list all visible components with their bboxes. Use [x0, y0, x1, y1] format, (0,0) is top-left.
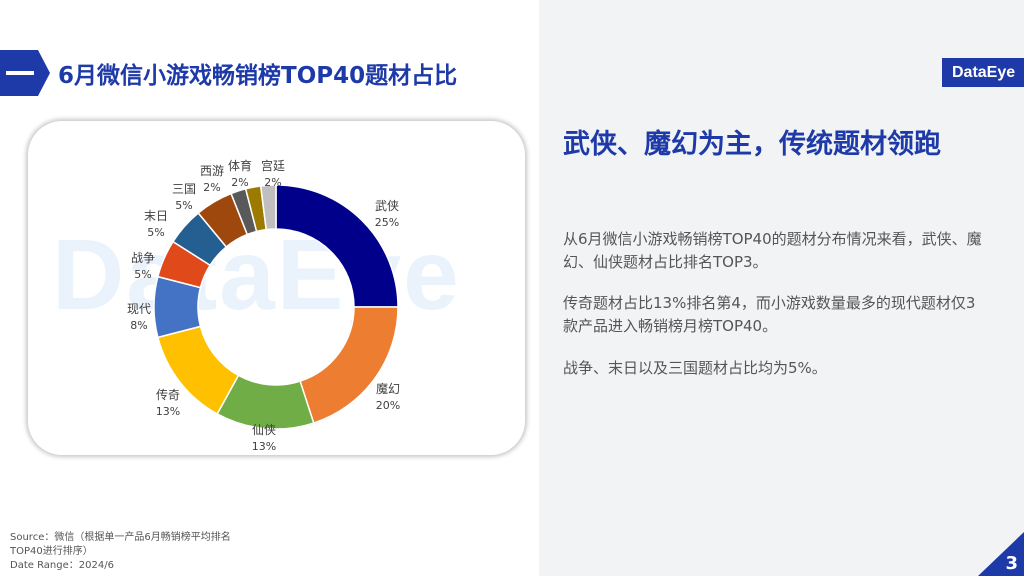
- summary-heading: 武侠、魔幻为主，传统题材领跑: [563, 129, 941, 160]
- slice-value-label-6: 5%: [134, 268, 151, 281]
- summary-paragraph-1: 从6月微信小游戏畅销榜TOP40的题材分布情况来看，武侠、魔幻、仙侠题材占比排名…: [563, 230, 982, 271]
- date-range: Date Range：2024/6: [10, 560, 114, 571]
- summary-panel-background: [539, 0, 1024, 576]
- slice-category-label-5: 现代: [127, 302, 151, 316]
- page-title: 6月微信小游戏畅销榜TOP40题材占比: [58, 63, 458, 89]
- slice-category-label-9: 西游: [200, 164, 224, 178]
- title-marker: [0, 50, 50, 96]
- dataeye-logo: DataEye: [942, 58, 1024, 87]
- slice-category-label-4: 传奇: [156, 387, 180, 402]
- source-note: Source：微信（根据单一产品6月畅销榜平均排名 TOP40进行排序） Dat…: [10, 531, 270, 573]
- slice-category-label-10: 体育: [228, 158, 252, 173]
- slice-category-label-1: 武侠: [375, 199, 399, 213]
- slice-value-label-5: 8%: [130, 319, 147, 332]
- slice-value-label-10: 2%: [231, 176, 248, 189]
- slice-value-label-9: 2%: [203, 181, 220, 194]
- source-line-2: TOP40进行排序）: [10, 546, 93, 557]
- page-number: 3: [1005, 553, 1018, 574]
- slice-category-label-2: 魔幻: [376, 381, 400, 396]
- donut-chart: 武侠 25% 魔幻 20% 仙侠 13% 传奇 13% 现代 8% 战争 5% 末日 5% 三国 5% 西游 2%…: [127, 158, 400, 453]
- donut-slice-11: [259, 184, 277, 231]
- source-line-1: Source：微信（根据单一产品6月畅销榜平均排名: [10, 532, 231, 543]
- slice-value-label-8: 5%: [175, 199, 192, 212]
- slice-value-label-2: 20%: [376, 399, 400, 412]
- slice-category-label-6: 战争: [131, 251, 155, 265]
- slice-value-label-7: 5%: [147, 226, 164, 239]
- title-dash: [6, 71, 34, 75]
- slice-category-label-11: 宫廷: [261, 158, 285, 173]
- slice-value-label-3: 13%: [252, 440, 276, 453]
- summary-paragraph-2: 传奇题材占比13%排名第4，而小游戏数量最多的现代题材仅3款产品进入畅销榜月榜T…: [563, 294, 976, 335]
- slice-value-label-4: 13%: [156, 405, 180, 418]
- slice-value-label-11: 2%: [264, 176, 281, 189]
- slice-category-label-7: 末日: [144, 209, 168, 223]
- slice-category-label-8: 三国: [172, 182, 196, 196]
- slice-category-label-3: 仙侠: [252, 423, 276, 437]
- slice-value-label-1: 25%: [375, 216, 399, 229]
- summary-paragraph-3: 战争、末日以及三国题材占比均为5%。: [563, 359, 827, 377]
